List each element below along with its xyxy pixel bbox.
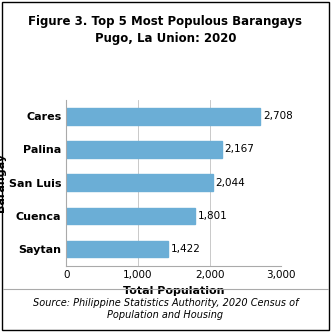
X-axis label: Total Population: Total Population	[123, 286, 224, 296]
Text: Figure 3. Top 5 Most Populous Barangays
Pugo, La Union: 2020: Figure 3. Top 5 Most Populous Barangays …	[28, 15, 303, 45]
Bar	[66, 241, 168, 257]
Text: Source: Philippine Statistics Authority, 2020 Census of
Population and Housing: Source: Philippine Statistics Authority,…	[33, 298, 298, 320]
Y-axis label: Barangay: Barangay	[0, 153, 6, 212]
Text: 2,044: 2,044	[216, 178, 245, 188]
Bar	[66, 208, 195, 224]
Bar	[66, 108, 260, 124]
Text: 2,167: 2,167	[224, 144, 254, 154]
Bar	[66, 141, 222, 158]
Text: 2,708: 2,708	[263, 111, 293, 121]
Bar	[66, 174, 213, 191]
Text: 1,801: 1,801	[198, 211, 228, 221]
Text: 1,422: 1,422	[171, 244, 201, 254]
